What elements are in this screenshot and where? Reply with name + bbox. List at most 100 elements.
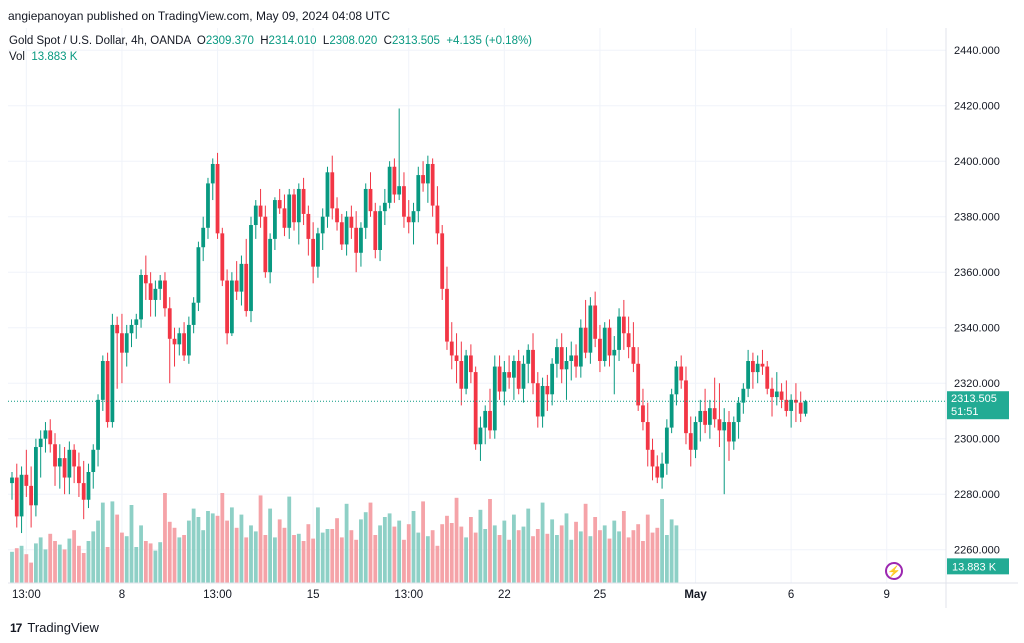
volume-bar xyxy=(488,499,492,583)
volume-bar xyxy=(172,527,177,583)
y-tick-label: 2420.000 xyxy=(954,101,1000,113)
x-tick-label: 13:00 xyxy=(203,589,232,601)
candle-body xyxy=(803,401,808,414)
x-tick-label: 8 xyxy=(119,589,125,601)
volume-bar xyxy=(105,547,110,583)
candle-body xyxy=(10,477,14,484)
lightning-icon[interactable]: ⚡ xyxy=(885,562,903,580)
volume-bar xyxy=(382,517,387,583)
candle-body xyxy=(38,438,43,448)
volume-bar xyxy=(86,541,91,583)
candle-body xyxy=(693,422,698,450)
volume-bar xyxy=(411,511,416,583)
candle-body xyxy=(798,402,803,414)
volume-bar xyxy=(120,532,124,583)
volume-bar xyxy=(344,503,349,583)
candle-body xyxy=(158,280,163,289)
candle-body xyxy=(67,449,72,478)
candle-body xyxy=(535,383,540,417)
volume-bar xyxy=(545,533,550,583)
volume-bar xyxy=(339,537,344,583)
volume-bar xyxy=(378,525,382,583)
volume-bar xyxy=(535,529,540,583)
candlestick-chart[interactable]: 2260.000 2280.000 2300.000 2320.000 2340.000… xyxy=(8,28,1018,608)
candle-body xyxy=(86,472,91,500)
candle-body xyxy=(478,427,483,445)
volume-bar xyxy=(516,530,521,583)
volume-bar xyxy=(626,537,631,583)
candle-body xyxy=(287,194,292,228)
candle-body xyxy=(354,227,359,253)
candle-body xyxy=(698,410,703,423)
candle-body xyxy=(454,355,459,361)
volume-bar xyxy=(163,493,167,583)
candle-body xyxy=(712,408,717,420)
volume-badge-value: 13.883 K xyxy=(952,561,997,573)
candle-body xyxy=(564,361,569,370)
volume-bar xyxy=(48,533,53,583)
candle-body xyxy=(684,380,688,434)
volume-bar xyxy=(14,548,19,583)
candle-body xyxy=(755,363,760,373)
volume-bar xyxy=(636,524,641,583)
volume-bar xyxy=(440,524,445,583)
candle-body xyxy=(24,474,29,486)
y-tick-label: 2320.000 xyxy=(954,378,1000,390)
y-tick-label: 2260.000 xyxy=(954,545,1000,557)
volume-bar xyxy=(349,530,354,583)
candle-body xyxy=(19,474,24,517)
volume-bar xyxy=(464,537,468,583)
candle-body xyxy=(717,419,722,431)
legend-vol-value: 13.883 K xyxy=(31,51,78,63)
candle-body xyxy=(120,333,124,353)
candle-body xyxy=(29,485,34,506)
x-tick-label: 6 xyxy=(788,589,794,601)
volume-bar xyxy=(258,495,263,583)
volume-bar xyxy=(19,545,24,583)
candle-body xyxy=(163,280,167,309)
volume-bar xyxy=(612,520,617,583)
volume-bar xyxy=(559,525,564,583)
candle-body xyxy=(411,211,416,223)
volume-bar xyxy=(91,531,96,583)
volume-bar xyxy=(24,554,29,583)
volume-bar xyxy=(430,530,435,583)
volume-bar xyxy=(96,520,100,583)
volume-bar xyxy=(641,541,645,583)
volume-bar xyxy=(502,520,507,583)
volume-bar xyxy=(368,502,373,583)
x-tick-label: 22 xyxy=(498,589,511,601)
candle-body xyxy=(760,363,765,367)
candle-body xyxy=(521,363,526,389)
candle-body xyxy=(225,280,229,334)
price-badge-bg xyxy=(947,391,1009,420)
candle-body xyxy=(497,366,502,392)
volume-bar xyxy=(588,536,593,583)
volume-bar xyxy=(62,549,67,583)
candle-body xyxy=(316,233,320,267)
candle-body xyxy=(794,399,798,403)
candle-body xyxy=(555,347,559,364)
candle-body xyxy=(234,280,239,292)
candle-body xyxy=(320,216,325,234)
volume-bar xyxy=(43,549,48,583)
volume-bar xyxy=(392,526,397,583)
volume-bar xyxy=(531,536,535,583)
volume-bar xyxy=(454,497,459,583)
candle-body xyxy=(62,458,67,478)
volume-bar xyxy=(229,507,234,583)
candle-body xyxy=(292,194,296,223)
volume-bar xyxy=(100,502,105,583)
volume-bar xyxy=(521,526,526,583)
candle-body xyxy=(48,430,53,445)
candle-body xyxy=(502,372,507,392)
chart-area[interactable]: 2260.000 2280.000 2300.000 2320.000 2340.000… xyxy=(8,28,1018,608)
legend: Gold Spot / U.S. Dollar, 4h, OANDA O2309… xyxy=(9,33,532,65)
x-tick-label: 25 xyxy=(594,589,607,601)
candle-body xyxy=(607,327,612,356)
candle-body xyxy=(512,361,516,378)
candle-body xyxy=(602,327,607,361)
volume-bar xyxy=(674,525,679,583)
candle-body xyxy=(134,319,139,325)
candle-body xyxy=(727,422,731,442)
